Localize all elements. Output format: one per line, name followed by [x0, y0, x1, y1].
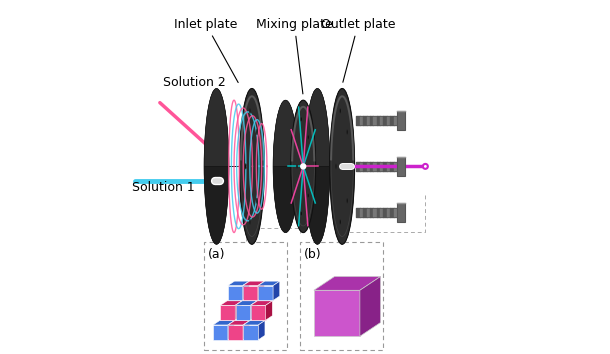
Ellipse shape — [346, 198, 348, 204]
Polygon shape — [243, 281, 249, 301]
Polygon shape — [258, 281, 265, 301]
Ellipse shape — [240, 88, 264, 244]
Ellipse shape — [340, 108, 341, 114]
Polygon shape — [258, 281, 280, 286]
Polygon shape — [258, 320, 265, 340]
Polygon shape — [273, 281, 280, 301]
Ellipse shape — [249, 219, 251, 225]
Polygon shape — [213, 325, 228, 340]
Ellipse shape — [307, 135, 309, 139]
Polygon shape — [228, 320, 249, 325]
Ellipse shape — [307, 193, 309, 198]
Ellipse shape — [346, 129, 348, 135]
Polygon shape — [305, 88, 354, 166]
Polygon shape — [258, 286, 273, 301]
Ellipse shape — [330, 88, 354, 244]
Polygon shape — [273, 100, 315, 166]
Polygon shape — [243, 286, 258, 301]
Polygon shape — [235, 305, 251, 320]
Circle shape — [301, 164, 306, 169]
Text: Outlet plate: Outlet plate — [321, 18, 395, 82]
FancyBboxPatch shape — [300, 242, 383, 350]
Ellipse shape — [301, 117, 302, 121]
Polygon shape — [243, 320, 265, 325]
Polygon shape — [243, 320, 249, 340]
Polygon shape — [397, 157, 405, 176]
Polygon shape — [235, 301, 257, 305]
Polygon shape — [251, 301, 257, 320]
Polygon shape — [213, 320, 234, 325]
Ellipse shape — [296, 164, 298, 169]
Ellipse shape — [256, 198, 257, 204]
Text: (a): (a) — [209, 248, 226, 261]
Polygon shape — [251, 305, 266, 320]
Ellipse shape — [204, 88, 229, 244]
Polygon shape — [251, 301, 272, 305]
Polygon shape — [266, 301, 272, 320]
Ellipse shape — [305, 88, 330, 244]
Polygon shape — [235, 301, 242, 320]
Ellipse shape — [291, 100, 315, 233]
Polygon shape — [314, 276, 381, 290]
Text: Solution 1: Solution 1 — [132, 181, 195, 194]
Text: Mixing plate: Mixing plate — [256, 18, 333, 94]
Circle shape — [423, 164, 428, 169]
Polygon shape — [228, 286, 243, 301]
Ellipse shape — [256, 129, 257, 135]
Polygon shape — [228, 281, 249, 286]
Text: Solution 2: Solution 2 — [163, 75, 226, 88]
Polygon shape — [228, 320, 234, 340]
Polygon shape — [220, 305, 235, 320]
Polygon shape — [243, 325, 258, 340]
Ellipse shape — [336, 164, 337, 169]
Polygon shape — [204, 166, 264, 244]
Polygon shape — [305, 166, 354, 244]
Text: (b): (b) — [304, 248, 321, 261]
Ellipse shape — [273, 100, 298, 233]
Ellipse shape — [340, 219, 341, 225]
Text: Inlet plate: Inlet plate — [174, 18, 238, 82]
Polygon shape — [360, 276, 381, 336]
FancyBboxPatch shape — [204, 242, 287, 350]
Ellipse shape — [301, 211, 302, 216]
Polygon shape — [204, 88, 264, 166]
Polygon shape — [397, 111, 405, 130]
Ellipse shape — [245, 164, 246, 169]
Polygon shape — [243, 281, 265, 286]
Polygon shape — [314, 290, 360, 336]
Polygon shape — [397, 203, 405, 222]
Ellipse shape — [249, 108, 251, 114]
Polygon shape — [228, 325, 243, 340]
Polygon shape — [220, 301, 242, 305]
Polygon shape — [273, 166, 315, 233]
